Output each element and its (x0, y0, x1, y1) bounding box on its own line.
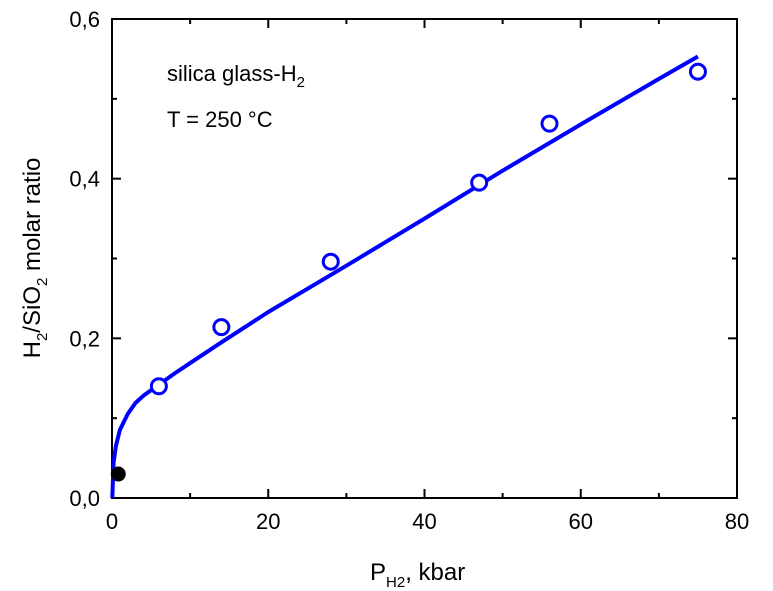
fit-curve (110, 54, 699, 499)
axis-ticks (111, 18, 738, 499)
y-tick-label: 0,6 (69, 7, 100, 32)
data-point-open (321, 252, 340, 271)
data-series (110, 54, 707, 499)
data-point-open (212, 318, 231, 337)
y-tick-label: 0,2 (69, 326, 100, 351)
data-point-filled (110, 466, 126, 482)
axis-tick-labels: 0 20 40 60 80 0,0 0,2 0,4 0,6 (69, 7, 749, 534)
annotation-line-2: T = 250 °C (167, 107, 273, 132)
plot-frame (111, 18, 738, 499)
data-point-open (149, 377, 168, 396)
data-point-open (688, 62, 707, 81)
x-tick-label: 60 (569, 509, 593, 534)
data-point-open (540, 114, 559, 133)
y-tick-label: 0,0 (69, 486, 100, 511)
x-tick-label: 0 (106, 509, 118, 534)
x-tick-label: 80 (725, 509, 749, 534)
x-tick-label: 20 (256, 509, 280, 534)
data-point-open (470, 173, 489, 192)
y-tick-label: 0,4 (69, 167, 100, 192)
x-axis-title: PH2, kbar (370, 559, 465, 591)
y-axis-title: H2/SiO2 molar ratio (19, 158, 51, 359)
annotation-line-1: silica glass-H2 (167, 61, 305, 91)
x-tick-label: 40 (412, 509, 436, 534)
